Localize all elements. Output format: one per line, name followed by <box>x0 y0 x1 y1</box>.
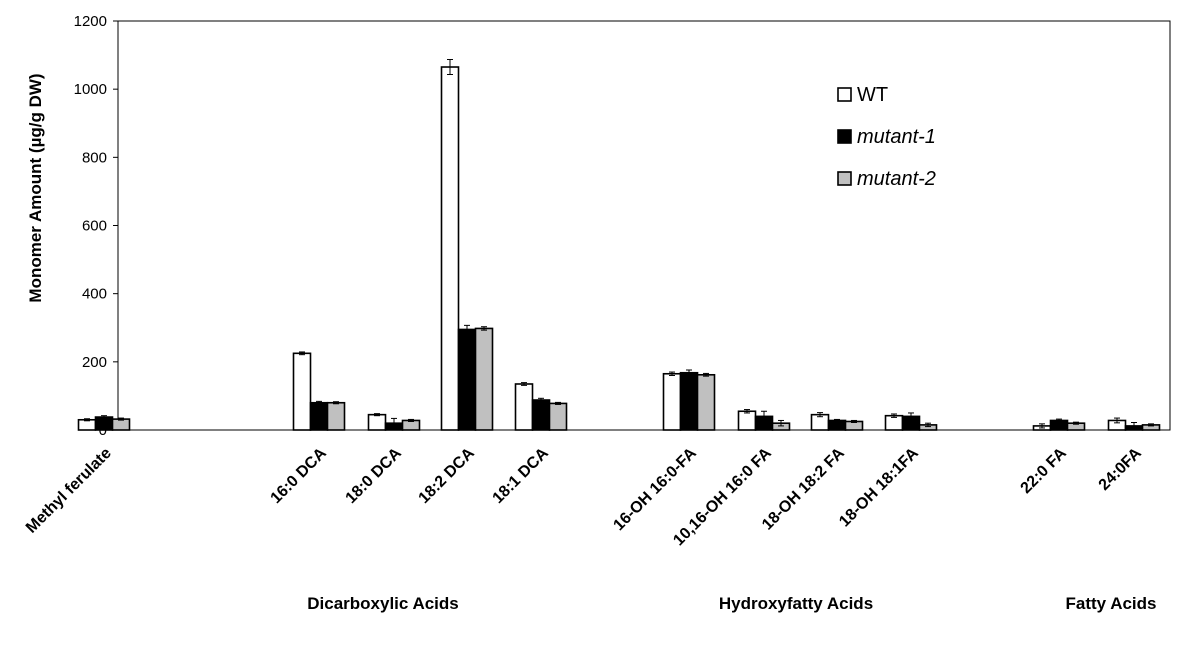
bar-mutant-1 <box>309 401 329 431</box>
bar-wt <box>292 352 312 431</box>
y-tick-label: 1200 <box>74 13 107 30</box>
bar-mutant-1 <box>679 371 699 431</box>
x-category-label: 24:0FA <box>1096 444 1145 493</box>
y-axis-title: Monomer Amount (µg/g DW) <box>26 73 45 302</box>
x-category-label: 18:1 DCA <box>490 444 553 507</box>
x-category-label: 22:0 FA <box>1018 444 1071 497</box>
bar-wt <box>367 413 387 431</box>
bar-mutant-2 <box>111 418 131 431</box>
bar-mutant-1 <box>457 328 477 431</box>
bar-mutant-2 <box>474 327 494 431</box>
bar-mutant-2 <box>326 401 346 431</box>
legend-swatch <box>837 171 852 186</box>
bar-mutant-1 <box>531 399 551 431</box>
plot-area-frame <box>117 20 1171 431</box>
bar-wt <box>514 383 534 431</box>
legend-label: mutant-1 <box>857 126 936 148</box>
x-category-label: Methyl ferulate <box>23 445 115 537</box>
bar-wt <box>737 410 757 431</box>
x-category-label: 16:0 DCA <box>268 444 331 507</box>
bar-wt <box>77 418 97 431</box>
bar-wt <box>440 66 460 431</box>
bar-mutant-2 <box>548 402 568 431</box>
x-category-label: 18-OH 18:1FA <box>836 444 922 530</box>
y-tick-label: 400 <box>82 286 107 303</box>
y-tick-label: 0 <box>99 422 107 439</box>
y-tick-label: 600 <box>82 218 107 235</box>
bar-mutant-2 <box>696 373 716 431</box>
legend-label: mutant-2 <box>857 168 936 190</box>
y-tick-label: 200 <box>82 354 107 371</box>
group-label: Hydroxyfatty Acids <box>719 594 873 613</box>
group-label: Dicarboxylic Acids <box>307 594 459 613</box>
bar-wt <box>662 372 682 431</box>
y-tick-label: 1000 <box>74 81 107 98</box>
group-label: Fatty Acids <box>1065 594 1156 613</box>
y-tick-label: 800 <box>82 149 107 166</box>
legend-label: WT <box>857 84 888 106</box>
x-category-label: 18:0 DCA <box>343 444 406 507</box>
legend-swatch <box>837 87 852 102</box>
legend-swatch <box>837 129 852 144</box>
x-category-label: 18:2 DCA <box>416 444 479 507</box>
